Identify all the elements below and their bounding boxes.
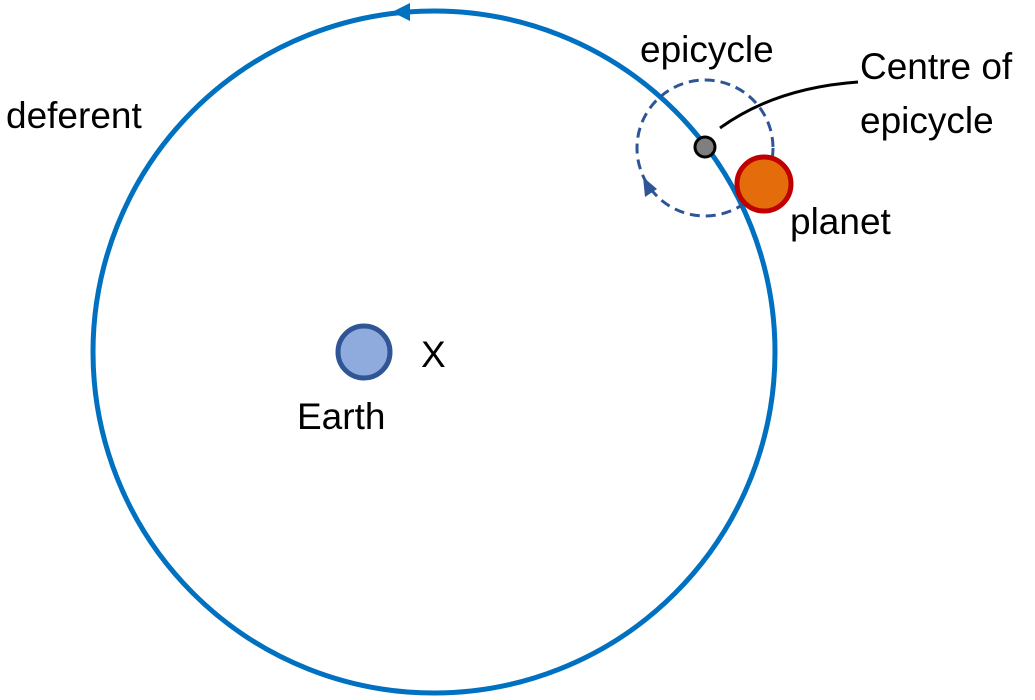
centre-label-line2: epicycle [860, 100, 994, 141]
epicycle-label: epicycle [640, 29, 774, 70]
centre-leader-line [719, 80, 859, 130]
deferent-arrow-icon [392, 3, 410, 21]
earth [335, 323, 393, 381]
centre-label-line1: Centre of [860, 46, 1013, 87]
deferent-circle [90, 8, 778, 696]
deferent-label: deferent [6, 95, 142, 136]
planet-label: planet [790, 201, 892, 242]
x-mark-label: X [421, 334, 446, 375]
planet [734, 154, 794, 214]
epicycle-circle [635, 78, 775, 218]
earth-label: Earth [297, 396, 385, 437]
epicycle-arrow-icon [643, 177, 657, 197]
epicycle-centre [693, 135, 717, 159]
